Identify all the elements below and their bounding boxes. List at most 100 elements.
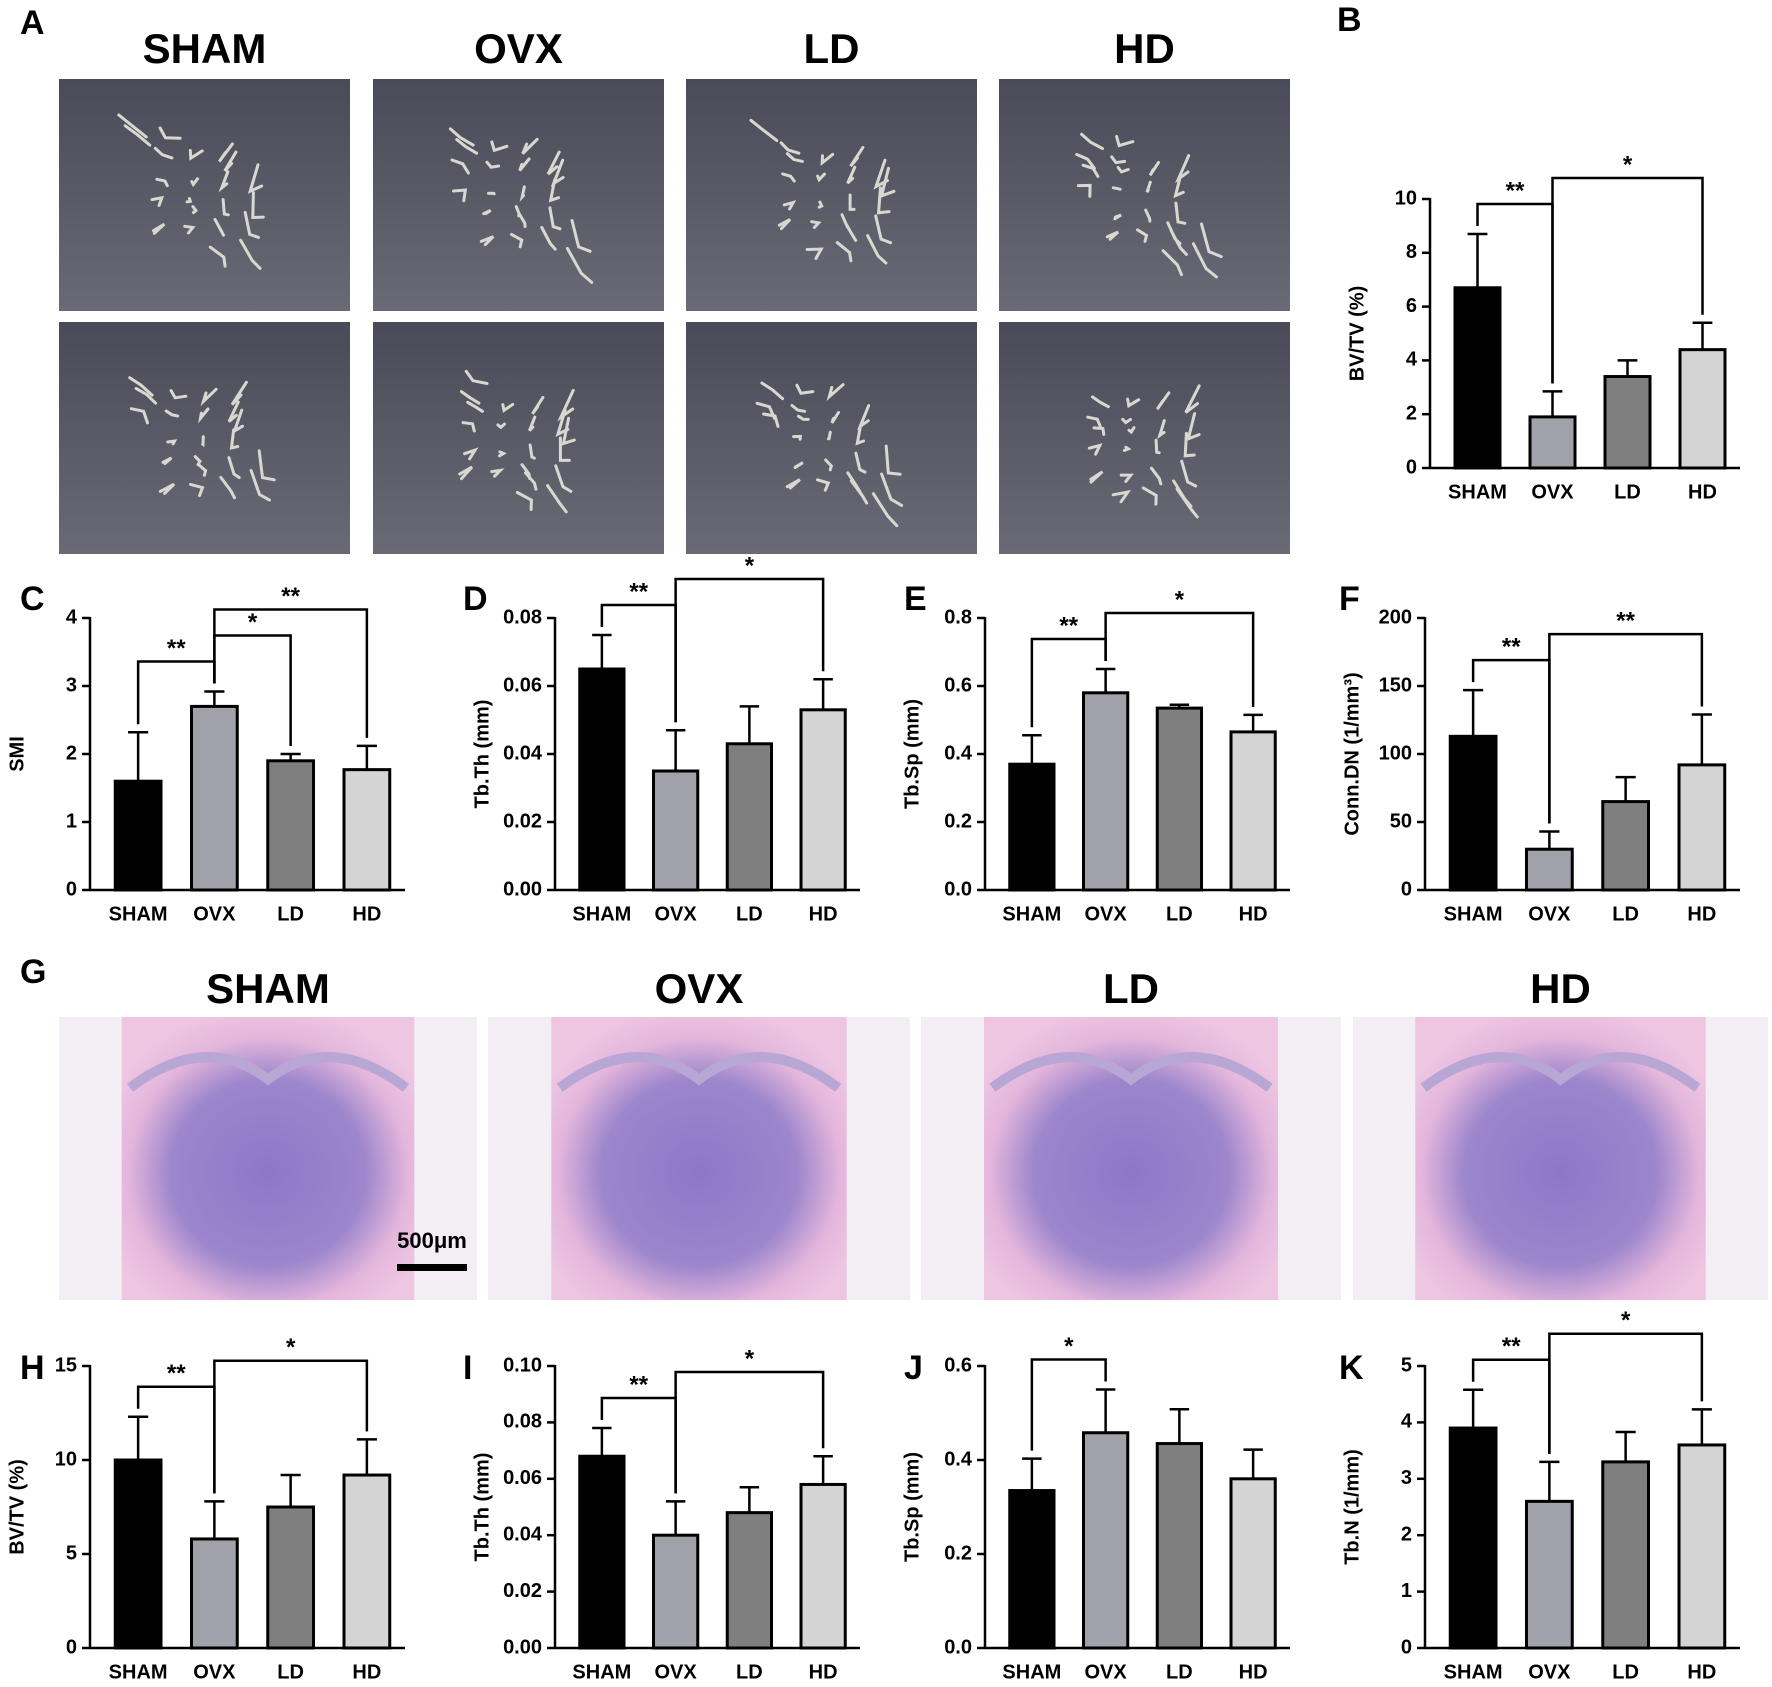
x-tick-label: OVX [655,1661,698,1683]
column-label: SHAM [206,965,330,1012]
micro-ct-image [373,322,664,554]
bar [1677,763,1727,892]
y-tick-label: 0.02 [503,1580,542,1602]
y-tick-label: 4 [66,606,78,628]
y-tick-label: 4 [1401,1411,1413,1433]
significance-label: ** [281,583,300,610]
y-tick-label: 0.0 [944,1636,972,1658]
y-tick-label: 10 [55,1448,77,1470]
significance-bracket [213,608,369,738]
significance-label: * [1623,151,1633,178]
significance-label: ** [1502,633,1521,660]
bar [1082,1431,1130,1650]
significance-label: * [745,552,755,579]
trabecular-structure [448,127,594,284]
bar [342,768,392,892]
significance-label: ** [1616,607,1635,634]
bone-section [1415,1017,1706,1300]
y-axis-label: Tb.Th (mm) [471,1453,493,1562]
x-tick-label: HD [809,903,838,925]
bar [1448,1426,1498,1650]
y-tick-label: 10 [1395,187,1417,209]
bar [652,769,700,892]
panel-letter: I [463,1349,472,1387]
bar [113,779,163,892]
y-tick-label: 3 [66,674,77,696]
y-tick-label: 0.6 [944,1354,972,1376]
micro-ct-image [373,79,664,311]
y-tick-label: 0.4 [944,1448,973,1470]
growth-plate [1420,1052,1701,1092]
significance-bracket [1104,611,1255,707]
x-tick-label: SHAM [109,903,168,925]
panel-letter: F [1339,580,1360,618]
growth-plate [127,1052,409,1092]
x-tick-label: OVX [193,1661,236,1683]
bar [1677,1443,1727,1650]
y-tick-label: 0 [66,1636,77,1658]
trabecular-structure [117,113,265,270]
y-tick-label: 0.04 [503,742,543,764]
y-tick-label: 0 [66,878,77,900]
panel-letter: B [1337,1,1362,39]
y-tick-label: 0.00 [503,878,542,900]
y-tick-label: 0 [1401,878,1412,900]
panel-letter: K [1339,1349,1364,1387]
bar [1155,1442,1203,1650]
y-tick-label: 0 [1406,456,1417,478]
significance-bracket [213,1359,369,1494]
bar [652,1533,700,1650]
y-tick-label: 0.8 [944,606,972,628]
significance-label: * [745,1345,755,1372]
y-tick-label: 0.2 [944,1542,972,1564]
bar [266,759,315,892]
x-tick-label: SHAM [1444,1661,1503,1683]
y-axis-label: Tb.Sp (mm) [901,1452,923,1562]
bar [725,742,773,892]
y-tick-label: 0.2 [944,810,972,832]
column-label: OVX [474,25,563,72]
x-tick-label: SHAM [109,1661,168,1683]
column-label: LD [1103,965,1159,1012]
significance-bracket [674,577,825,723]
trabecular-structure [749,118,896,265]
scale-bar-label: 500μm [397,1228,467,1253]
panel-letter: J [904,1349,923,1387]
trabecular-structure [128,376,276,502]
x-tick-label: SHAM [1002,1661,1061,1683]
bar [725,1511,773,1650]
y-tick-label: 2 [1406,402,1417,424]
y-tick-label: 8 [1406,241,1417,263]
panel-letter: H [20,1349,45,1387]
micro-ct-image [59,79,350,311]
bar [1448,734,1498,892]
x-tick-label: LD [1614,481,1641,503]
column-label: HD [1530,965,1591,1012]
x-tick-label: LD [277,1661,304,1683]
trabecular-structure [1086,384,1201,519]
x-tick-label: SHAM [572,903,631,925]
y-tick-label: 0.04 [503,1523,543,1545]
y-tick-label: 0.06 [503,674,542,696]
bar [1008,1489,1056,1650]
y-tick-label: 100 [1379,742,1412,764]
y-tick-label: 0.02 [503,810,542,832]
column-label: HD [1114,25,1175,72]
significance-bracket [1030,1358,1107,1451]
bar [190,1537,239,1650]
y-tick-label: 150 [1379,674,1412,696]
x-tick-label: HD [1688,481,1717,503]
significance-label: ** [629,1371,648,1398]
significance-label: ** [1506,177,1525,204]
y-tick-label: 0.10 [503,1354,542,1376]
significance-bracket [1551,176,1704,384]
x-tick-label: SHAM [1444,903,1503,925]
y-axis-label: SMI [6,736,28,772]
y-tick-label: 5 [66,1542,77,1564]
x-tick-label: LD [736,903,763,925]
x-tick-label: HD [1687,1661,1716,1683]
micro-ct-image [686,79,977,311]
y-axis-label: Tb.Th (mm) [471,700,493,809]
